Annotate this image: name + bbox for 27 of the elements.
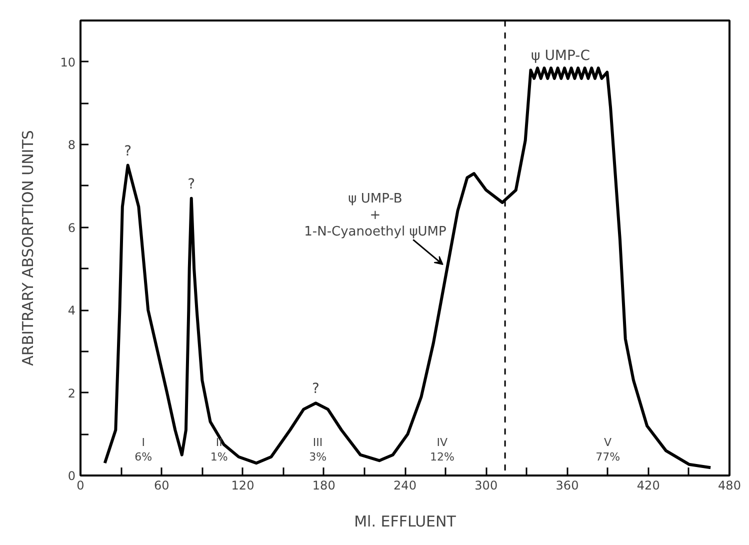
x-axis-title: Ml. EFFLUENT bbox=[354, 512, 457, 530]
y-tick-label: 6 bbox=[68, 220, 76, 235]
annotation: II 1% bbox=[210, 436, 228, 464]
x-tick-label: 60 bbox=[154, 478, 170, 492]
annotation: ? bbox=[312, 381, 320, 398]
annotation: I 6% bbox=[134, 436, 152, 464]
annotation: ? bbox=[188, 176, 196, 192]
y-tick-label: 0 bbox=[68, 469, 76, 483]
x-tick-label: 480 bbox=[718, 478, 741, 492]
x-tick-label: 120 bbox=[231, 478, 254, 492]
y-tick-label: 2 bbox=[68, 386, 76, 400]
annotation: ψ UMP-B + 1-N-Cyanoethyl ψUMP bbox=[304, 192, 447, 240]
x-tick-label: 240 bbox=[394, 478, 416, 492]
x-tick-label: 360 bbox=[556, 478, 579, 492]
x-tick-label: 300 bbox=[474, 478, 498, 492]
x-tick-label: 0 bbox=[76, 478, 84, 492]
y-tick-label: 8 bbox=[68, 138, 76, 152]
annotation: ψ UMP-C bbox=[531, 48, 590, 64]
y-tick-label: 4 bbox=[68, 304, 76, 318]
annotation: V 77% bbox=[596, 436, 620, 464]
x-tick-label: 180 bbox=[312, 478, 336, 492]
annotation: III 3% bbox=[309, 436, 327, 464]
annotation: IV 12% bbox=[430, 436, 454, 464]
annotation: ? bbox=[124, 143, 132, 160]
y-tick-label: 10 bbox=[60, 55, 76, 70]
y-axis-title: ARBITRARY ABSORPTION UNITS bbox=[19, 130, 38, 366]
x-tick-label: 420 bbox=[636, 478, 660, 492]
